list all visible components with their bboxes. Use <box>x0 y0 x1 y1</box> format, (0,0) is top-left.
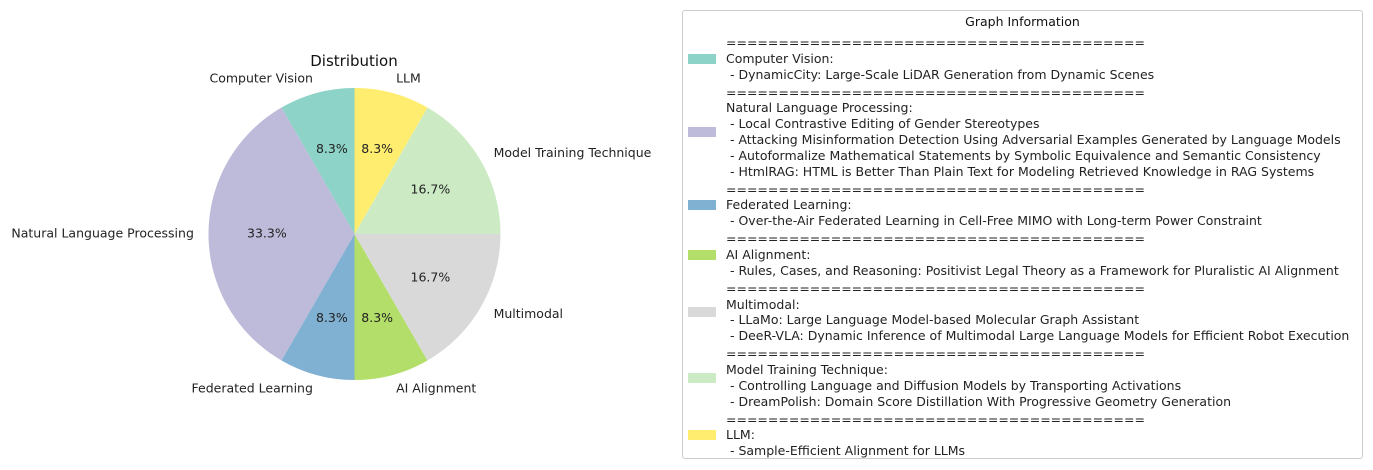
legend-separator: ======================================== <box>726 84 1145 100</box>
legend-item: - DeeR-VLA: Dynamic Inference of Multimo… <box>726 328 1350 344</box>
legend-item: - LLaMo: Large Language Model-based Mole… <box>726 312 1140 328</box>
legend-category: Model Training Technique: <box>726 361 888 377</box>
legend-item: - Autoformalize Mathematical Statements … <box>726 147 1321 163</box>
pie-slice-multimodal <box>354 234 501 361</box>
legend-title: Graph Information <box>965 14 1080 29</box>
slice-label: Model Training Technique <box>494 145 652 160</box>
legend: Graph Information ======================… <box>682 10 1363 459</box>
legend-category: Computer Vision: <box>726 50 834 66</box>
slice-percent-label: 8.3% <box>316 141 348 156</box>
pie-chart: Distribution Computer Vision 8.3% Natural … <box>11 52 651 396</box>
legend-separator: ======================================== <box>726 181 1145 197</box>
legend-swatch <box>688 126 716 137</box>
slice-label: AI Alignment <box>396 381 476 396</box>
legend-swatch <box>688 372 716 383</box>
legend-item: - Attacking Misinformation Detection Usi… <box>726 131 1341 147</box>
slice-label: Computer Vision <box>210 70 313 85</box>
legend-text: ========================================… <box>726 85 1341 180</box>
pie-slice-model-training-technique <box>354 107 501 234</box>
slice-percent-label: 16.7% <box>411 182 451 197</box>
legend-text: ========================================… <box>726 281 1349 344</box>
slice-label: Federated Learning <box>192 381 313 396</box>
legend-swatch <box>688 430 716 441</box>
legend-category: AI Alignment: <box>726 246 811 262</box>
pie-slice-ai-alignment <box>354 234 428 380</box>
slice-percent-label: 8.3% <box>361 141 393 156</box>
legend-item: - Rules, Cases, and Reasoning: Positivis… <box>726 262 1339 278</box>
slice-percent-label: 8.3% <box>316 310 348 325</box>
legend-swatch <box>688 249 716 260</box>
legend-item: - Local Contrastive Editing of Gender St… <box>726 116 1040 132</box>
slice-percent-label: 33.3% <box>247 226 287 241</box>
legend-separator: ======================================== <box>726 280 1145 296</box>
legend-swatch <box>688 200 716 211</box>
legend-item: - Controlling Language and Diffusion Mod… <box>726 377 1182 393</box>
legend-separator: ======================================== <box>726 35 1145 50</box>
legend-swatch <box>688 53 716 64</box>
legend-text: ========================================… <box>726 412 1145 459</box>
legend-text: ========================================… <box>726 35 1154 82</box>
legend-category: LLM: <box>726 427 755 443</box>
legend-item: - DreamPolish: Domain Score Distillation… <box>726 393 1232 409</box>
legend-separator: ======================================== <box>726 411 1145 427</box>
slice-percent-label: 16.7% <box>411 269 451 284</box>
slice-label: LLM <box>396 70 421 85</box>
legend-separator: ======================================== <box>726 231 1145 247</box>
legend-item: - DynamicCity: Large-Scale LiDAR Generat… <box>726 66 1155 82</box>
slice-percent-label: 8.3% <box>361 310 393 325</box>
legend-category: Federated Learning: <box>726 197 852 213</box>
pie-slice-federated-learning <box>281 234 355 380</box>
legend-text: ========================================… <box>726 346 1231 409</box>
pie-labels: Computer Vision 8.3% Natural Language Proc… <box>11 70 651 395</box>
legend-swatch <box>688 307 716 318</box>
legend-category: Multimodal: <box>726 296 800 312</box>
slice-label: Multimodal <box>494 306 563 321</box>
pie-slices <box>208 88 501 380</box>
pie-slice-llm <box>354 88 428 234</box>
legend-item: - HtmlRAG: HTML is Better Than Plain Tex… <box>726 163 1315 179</box>
legend-text: ========================================… <box>726 231 1339 278</box>
pie-slice-computer-vision <box>281 88 355 234</box>
legend-text: ========================================… <box>726 182 1262 229</box>
legend-separator: ======================================== <box>726 346 1145 362</box>
legend-item: - Over-the-Air Federated Learning in Cel… <box>726 213 1262 229</box>
legend-category: Natural Language Processing: <box>726 100 913 116</box>
slice-label: Natural Language Processing <box>11 226 194 241</box>
chart-title: Distribution <box>310 52 398 70</box>
legend-item: - Sample-Efficient Alignment for LLMs <box>726 443 966 459</box>
